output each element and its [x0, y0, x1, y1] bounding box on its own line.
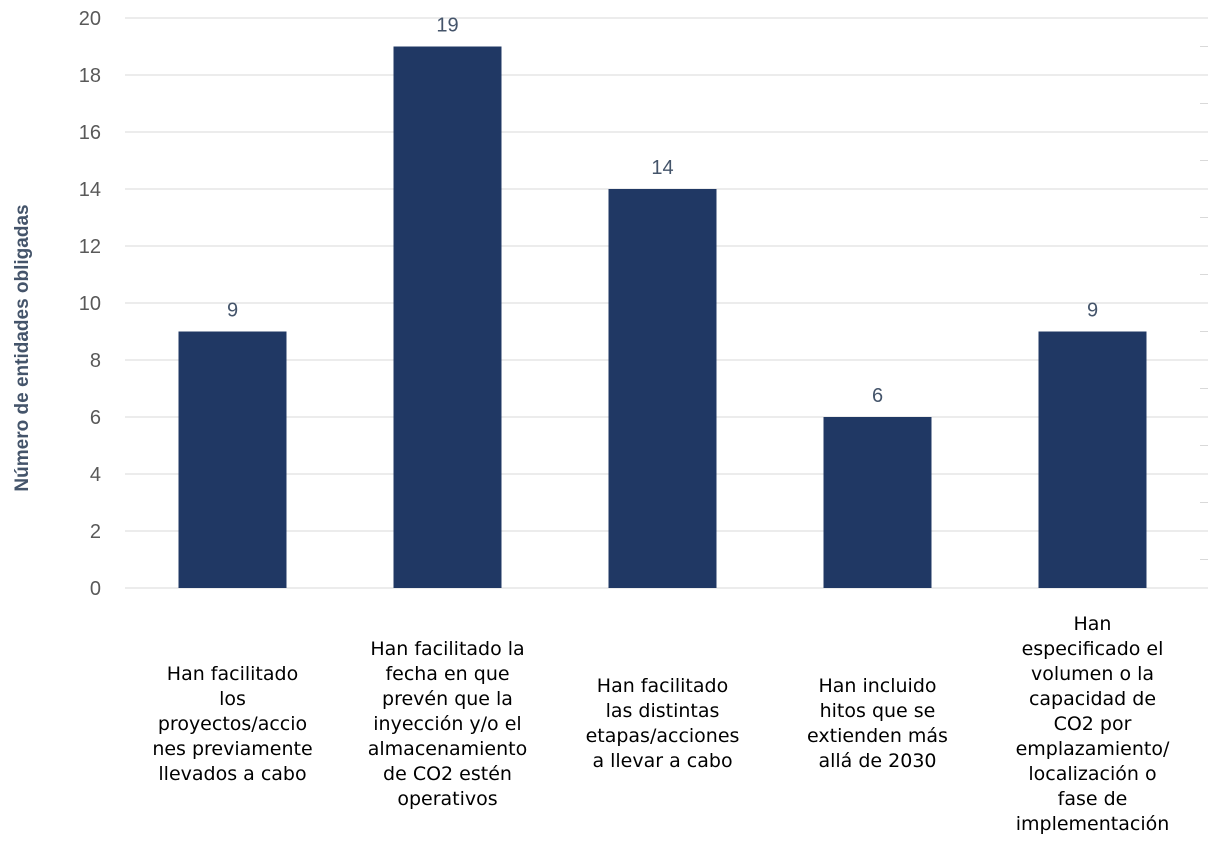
y-tick-label: 8 [90, 350, 101, 372]
x-tick-label-line: fase de [1057, 787, 1128, 810]
data-label: 19 [436, 15, 458, 37]
x-tick-label-line: prevén que la [382, 687, 513, 710]
x-tick-label-line: almacenamiento [367, 737, 528, 760]
x-tick-label-line: nes previamente [152, 737, 313, 760]
x-tick-label-line: Han incluido [818, 675, 937, 697]
x-tick-label-line: llevados a cabo [158, 762, 307, 785]
x-tick-label: Han facilitado las distintas etapas/accion… [563, 674, 763, 774]
x-tick-label-line: Han [1073, 612, 1112, 635]
x-tick-label-line: capacidad de [1028, 687, 1157, 710]
y-tick-label: 20 [79, 8, 101, 30]
x-tick-label-line: Han facilitado [166, 662, 299, 685]
y-tick-label: 2 [90, 521, 101, 543]
x-tick-label-line: localización o [1028, 762, 1157, 785]
data-label: 9 [227, 300, 238, 322]
x-tick-label-line: los [219, 687, 246, 710]
bar [608, 189, 717, 588]
data-label: 9 [1087, 300, 1098, 322]
bars [178, 46, 1147, 588]
x-tick-label-line: CO2 por [1053, 712, 1132, 735]
x-tick-label-line: las distintas [605, 700, 720, 722]
bar [1038, 331, 1147, 588]
x-tick-label-line: a llevar a cabo [592, 750, 733, 772]
y-tick-label: 0 [90, 578, 101, 600]
x-tick-label-line: allá de 2030 [818, 750, 937, 772]
x-tick-label-line: Han facilitado la [370, 637, 525, 660]
x-tick-label-line: volumen o la [1030, 662, 1155, 685]
y-tick-label: 18 [79, 65, 101, 87]
y-axis-ticks: 0 2 4 6 8 10 12 14 16 18 20 [79, 8, 101, 600]
right-edge-ticks [1200, 17, 1208, 589]
x-tick-label-line: etapas/acciones [585, 725, 740, 747]
x-tick-label: Han especificado el volumen o la capacidad … [993, 612, 1193, 837]
x-tick-label-line: de CO2 estén [383, 762, 512, 785]
y-tick-label: 12 [79, 236, 101, 258]
x-tick-label-line: especificado el [1021, 637, 1164, 660]
x-tick-label-line: Han facilitado [596, 675, 729, 697]
x-tick-label: Han facilitado la fecha en que prevén que … [348, 637, 548, 812]
data-label: 14 [651, 157, 673, 179]
y-tick-label: 6 [90, 407, 101, 429]
x-tick-label-line: inyección y/o el [373, 712, 522, 735]
data-labels: 9 19 14 6 9 [227, 15, 1098, 408]
x-tick-label-line: fecha en que [385, 662, 510, 685]
x-tick-label-line: implementación [1015, 812, 1170, 835]
x-tick-label-line: extienden más [807, 725, 948, 747]
data-label: 6 [872, 385, 883, 407]
y-axis-title: Número de entidades obligadas [12, 204, 33, 491]
y-tick-label: 10 [79, 293, 101, 315]
bar [393, 46, 502, 588]
bar [823, 417, 932, 588]
y-tick-label: 16 [79, 122, 101, 144]
x-tick-label-line: proyectos/accio [157, 712, 308, 735]
y-tick-label: 4 [90, 464, 101, 486]
x-tick-label-line: emplazamiento/ [1015, 737, 1170, 760]
x-tick-label: Han incluido hitos que se extienden más all… [778, 674, 978, 774]
x-tick-label-line: hitos que se [819, 700, 936, 722]
bar [178, 331, 287, 588]
x-tick-label-line: operativos [397, 787, 498, 810]
x-tick-label: Han facilitado los proyectos/accio nes prev… [133, 662, 333, 787]
y-tick-label: 14 [79, 179, 101, 201]
